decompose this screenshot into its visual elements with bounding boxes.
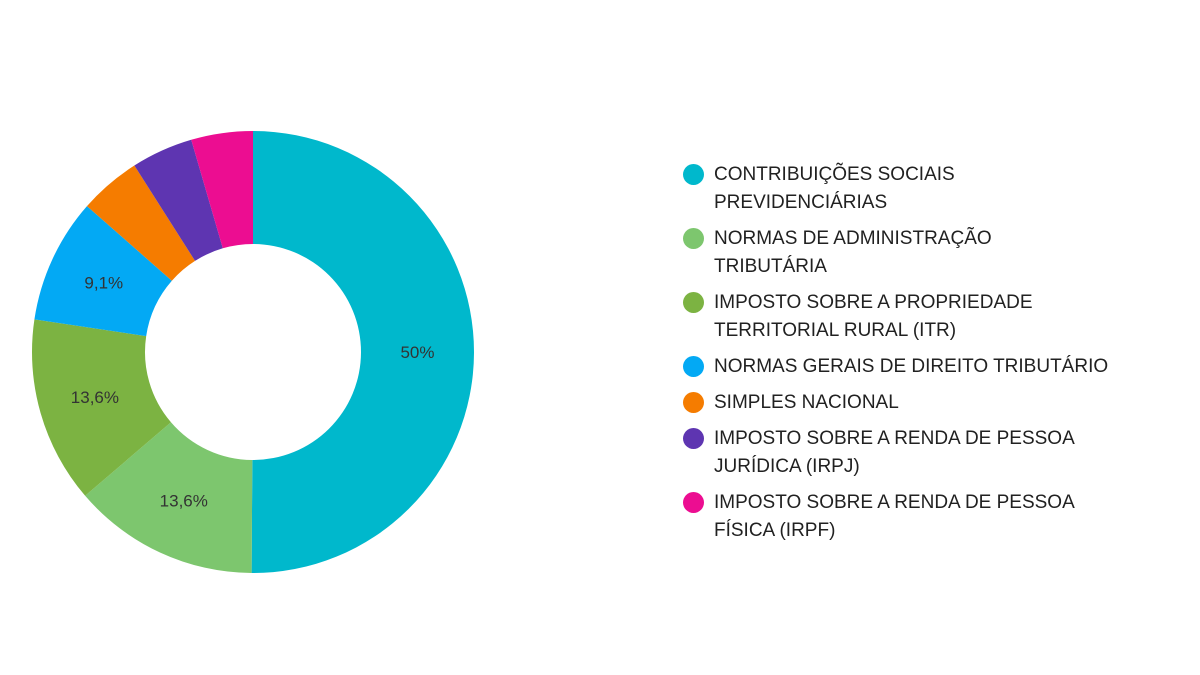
legend-swatch-icon bbox=[683, 292, 704, 313]
chart-legend: CONTRIBUIÇÕES SOCIAIS PREVIDENCIÁRIAS NOR… bbox=[683, 161, 1183, 553]
legend-swatch-icon bbox=[683, 228, 704, 249]
legend-label: NORMAS GERAIS DE DIREITO TRIBUTÁRIO bbox=[714, 356, 1109, 377]
slice-data-label: 13,6% bbox=[71, 388, 119, 407]
donut-slice bbox=[32, 319, 171, 496]
donut-slice bbox=[86, 165, 196, 281]
slice-data-label: 50% bbox=[400, 343, 434, 362]
legend-item: NORMAS GERAIS DE DIREITO TRIBUTÁRIO bbox=[683, 353, 1183, 381]
donut-slices bbox=[32, 131, 475, 574]
legend-label: CONTRIBUIÇÕES SOCIAIS PREVIDENCIÁRIAS bbox=[714, 164, 955, 213]
donut-slice bbox=[34, 206, 172, 337]
legend-label: NORMAS DE ADMINISTRAÇÃO TRIBUTÁRIA bbox=[714, 228, 992, 277]
legend-item: IMPOSTO SOBRE A RENDA DE PESSOA JURÍDICA… bbox=[683, 425, 1183, 481]
donut-slice bbox=[191, 131, 253, 249]
legend-swatch-icon bbox=[683, 492, 704, 513]
legend-swatch-icon bbox=[683, 164, 704, 185]
donut-slice bbox=[251, 131, 475, 574]
donut-slice bbox=[134, 139, 223, 261]
slice-data-label: 13,6% bbox=[160, 492, 208, 511]
legend-label: IMPOSTO SOBRE A RENDA DE PESSOA JURÍDICA… bbox=[714, 428, 1075, 477]
legend-swatch-icon bbox=[683, 356, 704, 377]
legend-item: NORMAS DE ADMINISTRAÇÃO TRIBUTÁRIA bbox=[683, 225, 1183, 281]
slice-data-label: 9,1% bbox=[84, 273, 123, 292]
legend-item: IMPOSTO SOBRE A PROPRIEDADE TERRITORIAL … bbox=[683, 289, 1183, 345]
legend-label: SIMPLES NACIONAL bbox=[714, 392, 899, 413]
legend-item: CONTRIBUIÇÕES SOCIAIS PREVIDENCIÁRIAS bbox=[683, 161, 1183, 217]
legend-swatch-icon bbox=[683, 428, 704, 449]
legend-item: SIMPLES NACIONAL bbox=[683, 389, 1183, 417]
donut-slice-labels: 50% 13,6% 13,6% 9,1% bbox=[71, 273, 435, 510]
legend-item: IMPOSTO SOBRE A RENDA DE PESSOA FÍSICA (… bbox=[683, 489, 1183, 545]
legend-swatch-icon bbox=[683, 392, 704, 413]
donut-slice bbox=[85, 422, 253, 573]
donut-chart: 50% 13,6% 13,6% 9,1% bbox=[32, 131, 475, 574]
legend-label: IMPOSTO SOBRE A PROPRIEDADE TERRITORIAL … bbox=[714, 292, 1033, 341]
legend-label: IMPOSTO SOBRE A RENDA DE PESSOA FÍSICA (… bbox=[714, 492, 1075, 541]
